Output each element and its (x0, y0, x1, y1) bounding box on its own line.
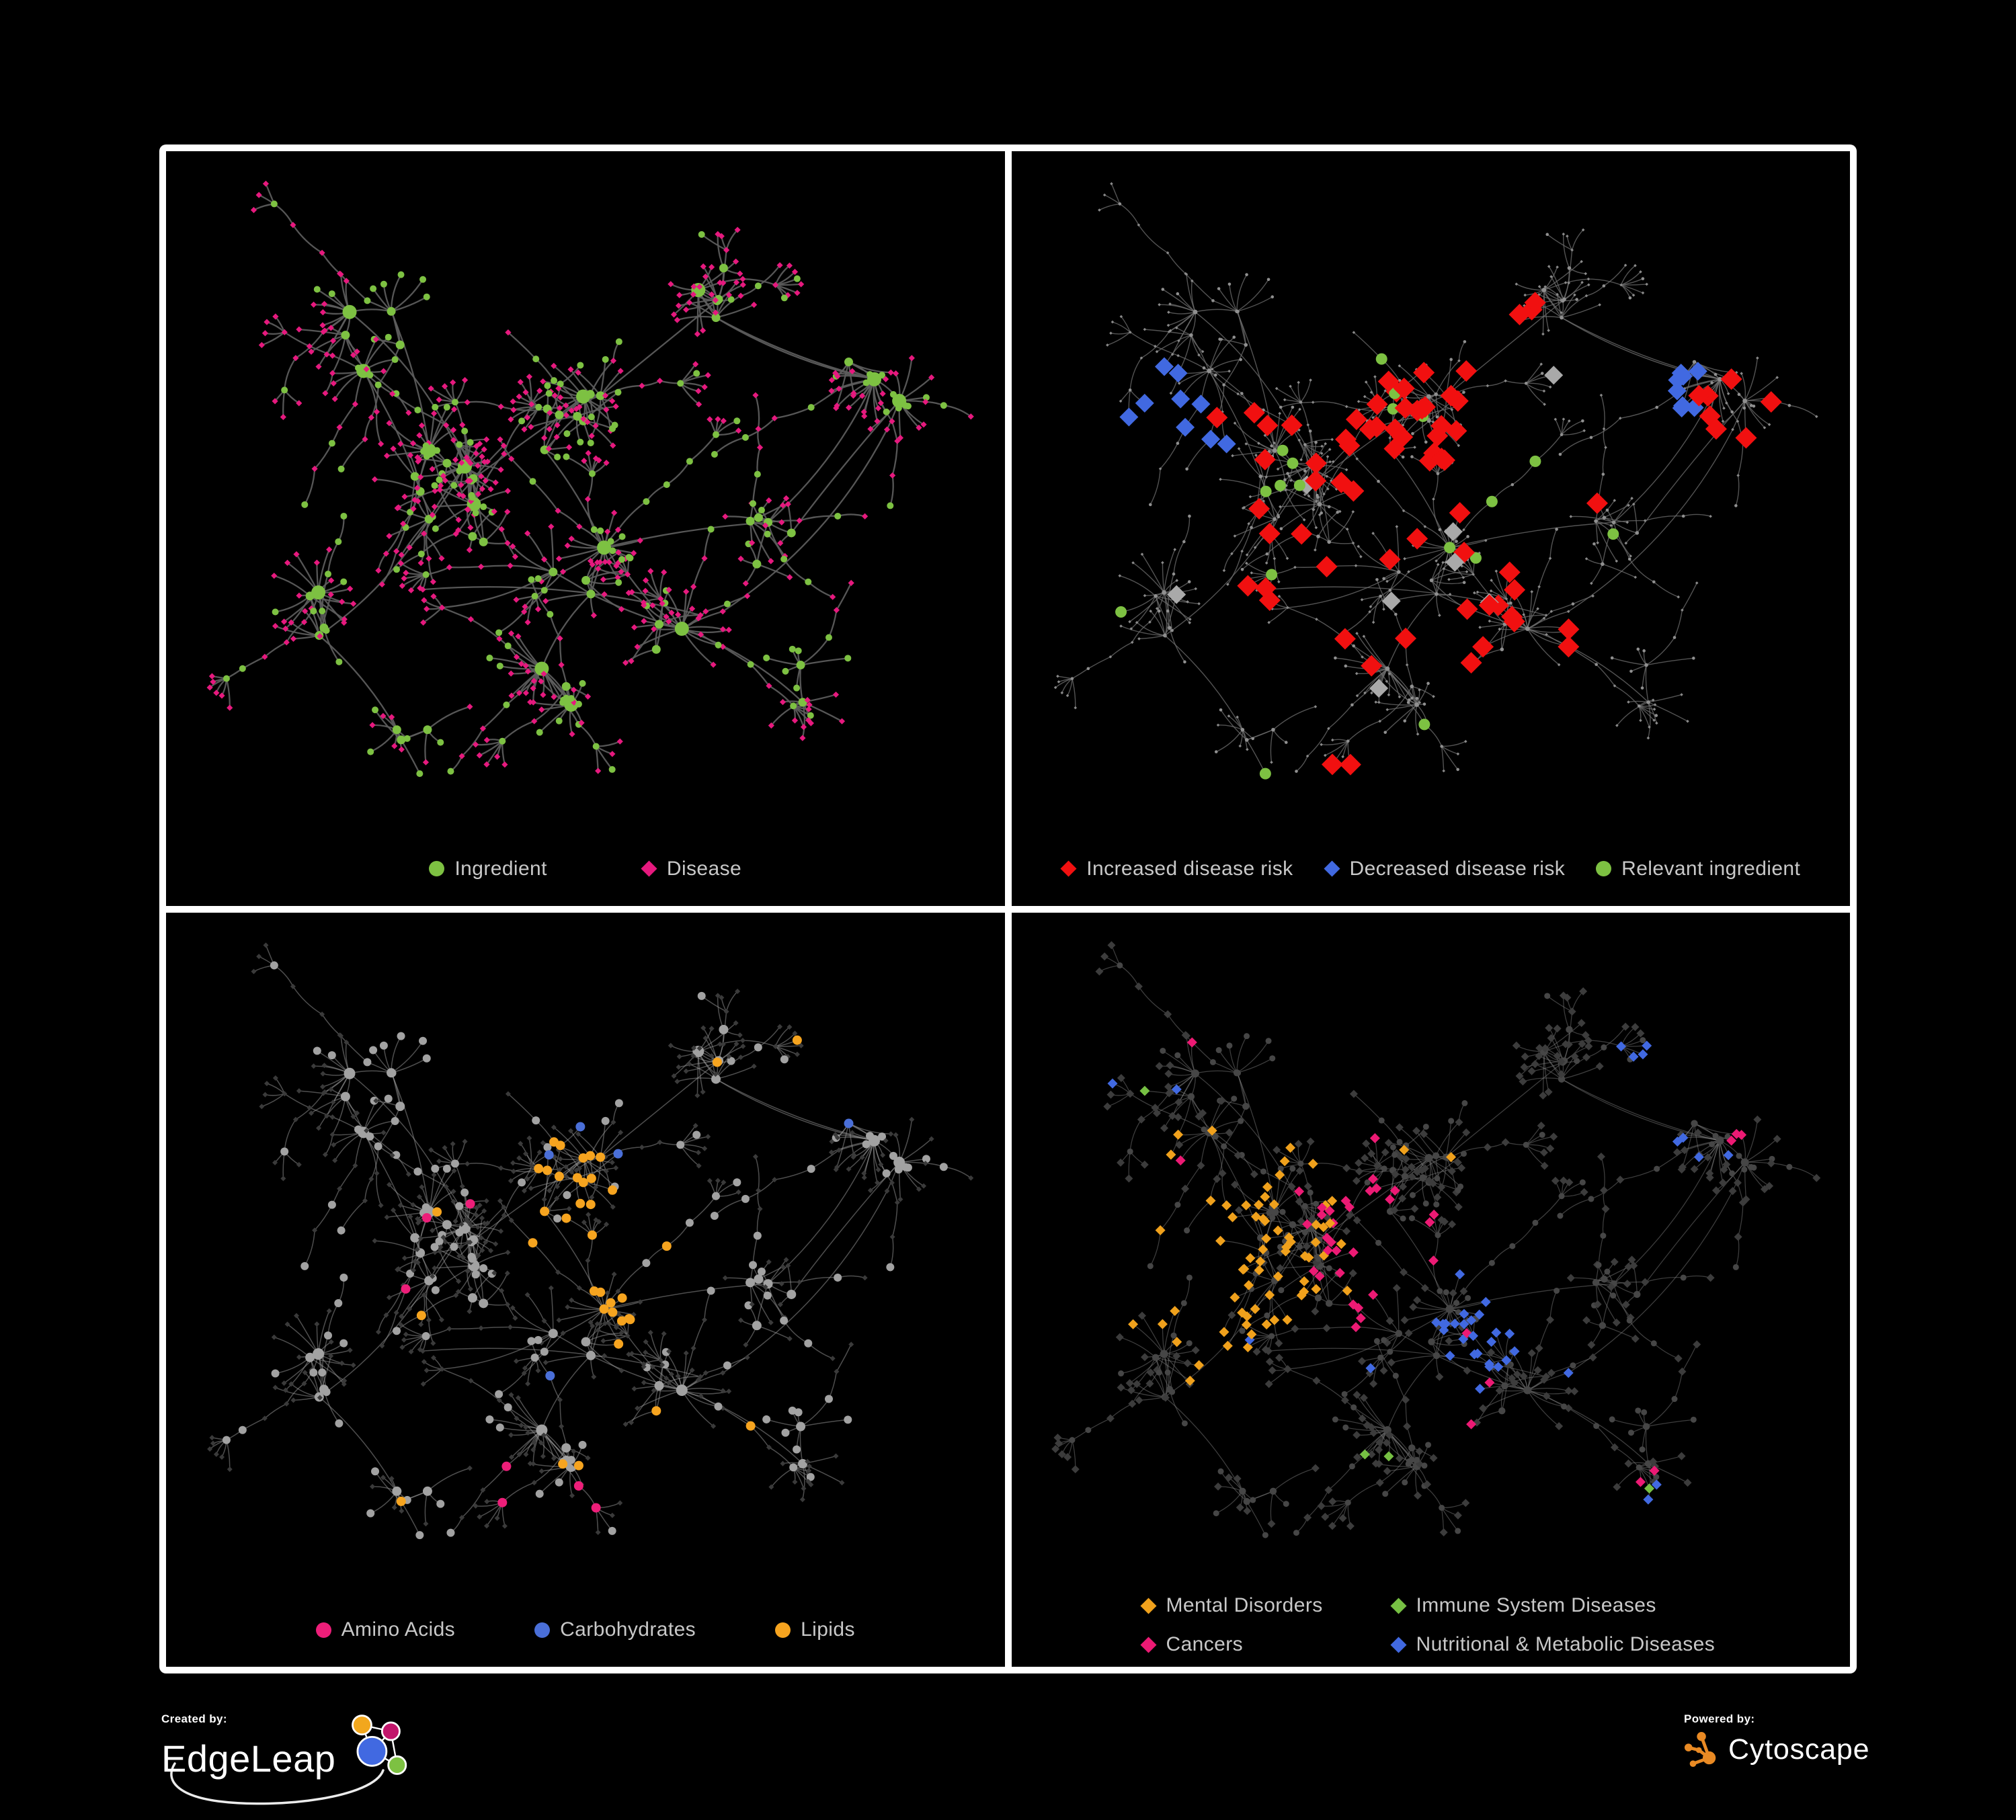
cytoscape-wordmark: Cytoscape (1728, 1733, 1870, 1766)
cytoscape-logo-icon (1684, 1731, 1716, 1768)
cytoscape-credit: Powered by: Cytoscape (1684, 1712, 1886, 1793)
panel-ingredient-disease: Ingredient Disease (166, 151, 1005, 906)
network-graph-nutrient-classes (207, 942, 974, 1539)
panel-disease-risk: Increased disease risk Decreased disease… (1011, 151, 1850, 906)
network-graph-ingredient-disease (206, 180, 974, 778)
figure-frame: Ingredient Disease Increased disease ris… (159, 144, 1857, 1673)
edgeleap-logo-icon (352, 1714, 407, 1775)
edgeleap-swoosh (170, 1762, 385, 1805)
edgeleap-wordmark: EdgeLeap (161, 1737, 336, 1780)
network-graph-disease-risk (1053, 182, 1818, 780)
powered-by-label: Powered by: (1684, 1712, 1755, 1725)
network-graph-disease-classes (1051, 940, 1820, 1538)
edgeleap-credit: Created by: EdgeLeap (161, 1712, 417, 1820)
panel-nutrient-classes: Amino Acids Carbohydrates Lipids (166, 912, 1005, 1667)
panel-disease-classes: Mental Disorders Immune System Diseases … (1011, 912, 1850, 1667)
created-by-label: Created by: (161, 1712, 227, 1725)
